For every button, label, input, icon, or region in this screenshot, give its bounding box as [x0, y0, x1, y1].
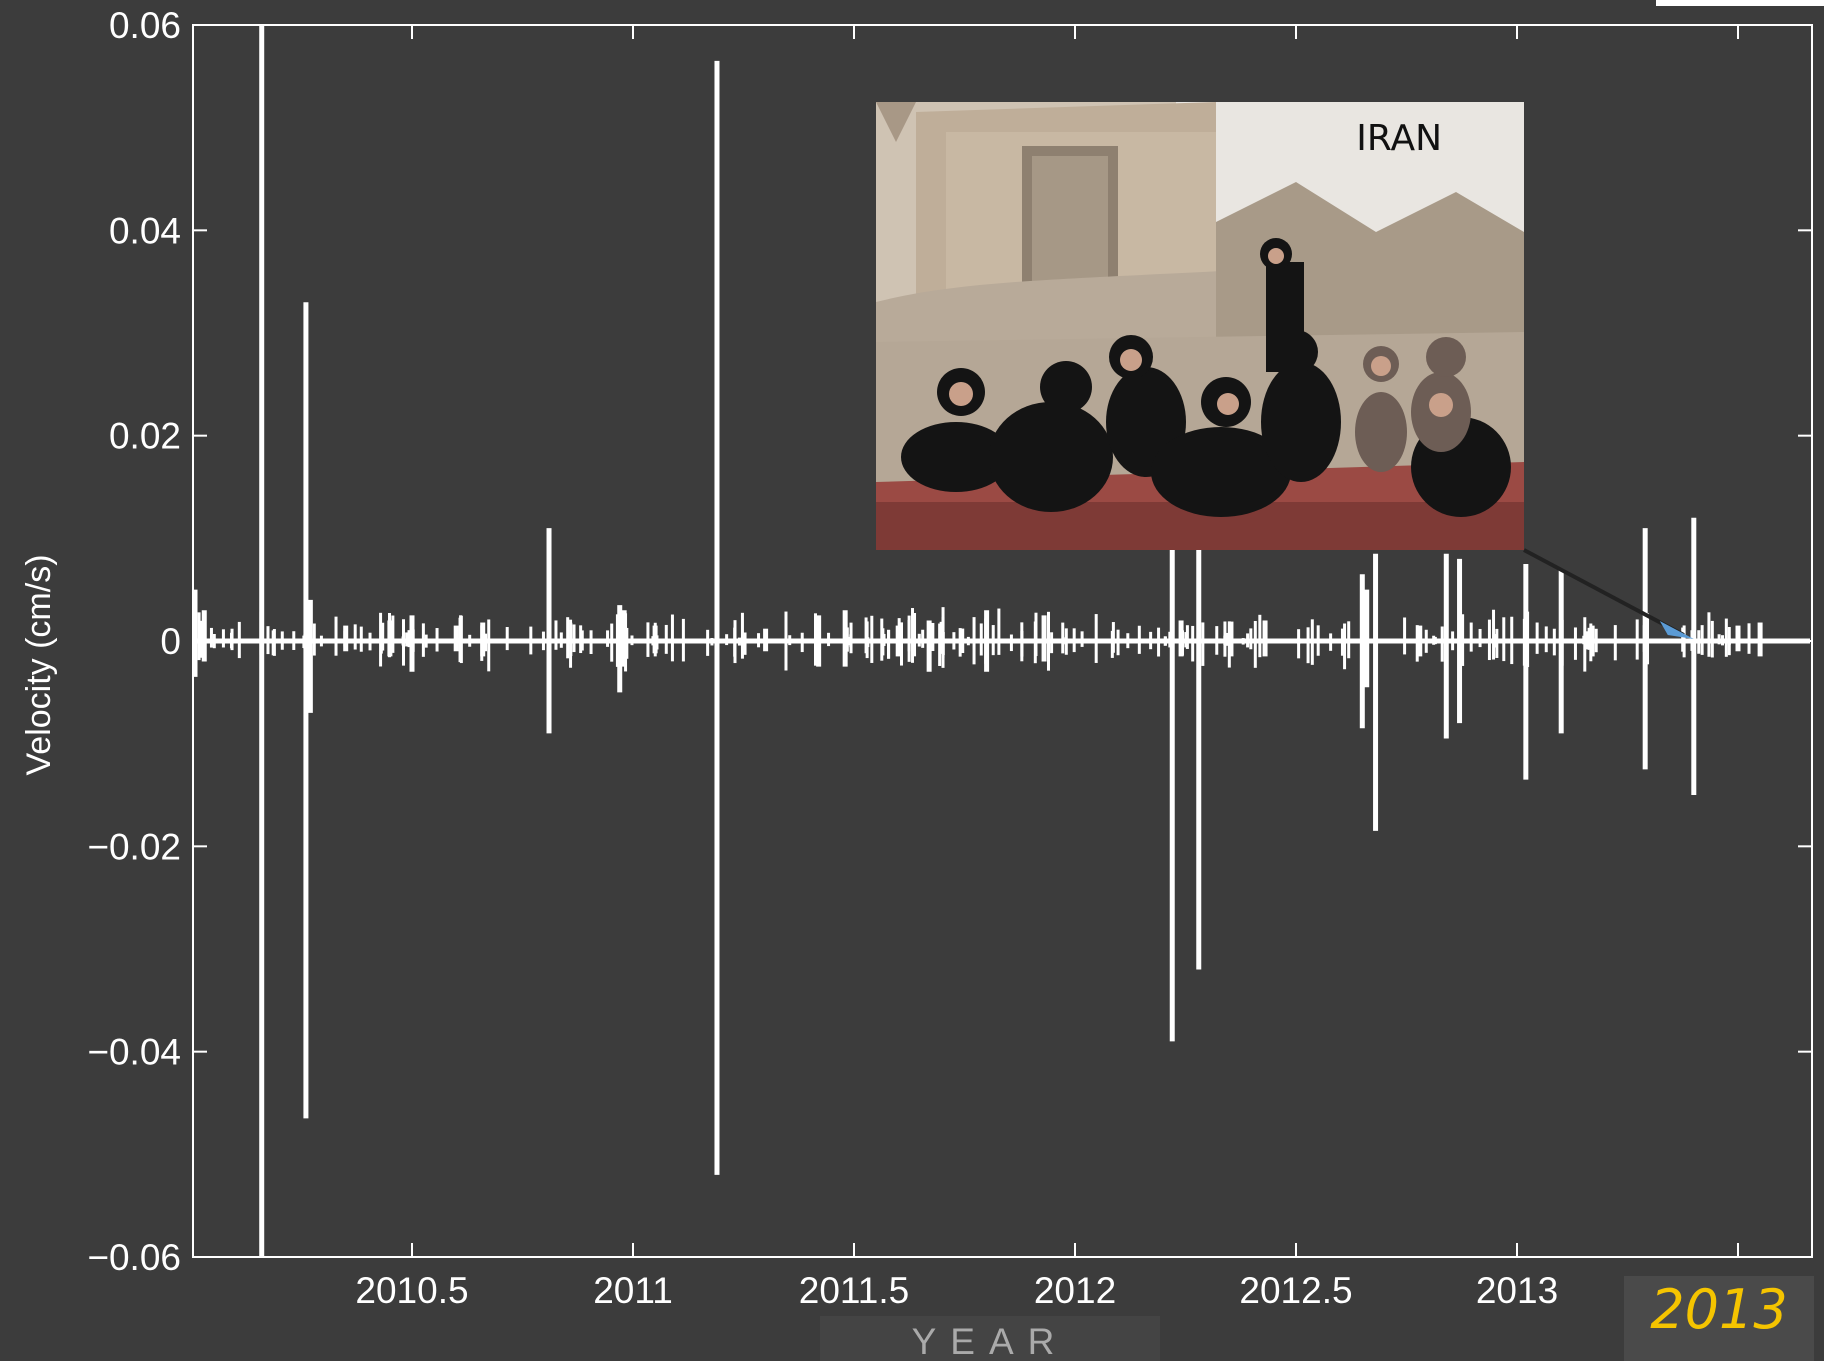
y-tick-label: −0.04	[87, 1032, 181, 1073]
year-badge: 2013	[1650, 1278, 1788, 1341]
velocity-series	[192, 25, 1810, 1257]
photo-illustration	[876, 102, 1524, 550]
axes: 2010.5 2011 2011.5 2012 2012.5 2013 0.06 0.04 0.…	[87, 5, 1813, 1311]
y-tick-label: 0.04	[109, 210, 181, 251]
inset-pointer	[1523, 548, 1694, 639]
x-tick-label: 2012.5	[1239, 1270, 1352, 1311]
pointer-line	[1523, 548, 1685, 637]
y-axis-title: Velocity (cm/s)	[20, 554, 58, 775]
y-tick-label: −0.02	[87, 826, 181, 867]
x-tick-label: 2010.5	[355, 1270, 468, 1311]
y-tick-label: −0.06	[87, 1237, 181, 1278]
pointer-arrowhead	[1659, 621, 1694, 639]
corner-logo	[1656, 0, 1824, 6]
y-tick-label: 0.06	[109, 5, 181, 46]
inset-country-label: IRAN	[1356, 118, 1442, 159]
y-tick-label: 0.02	[109, 416, 181, 457]
x-tick-label: 2013	[1476, 1270, 1558, 1311]
x-axis-label-band	[820, 1316, 1160, 1361]
y-tick-label: 0	[160, 621, 181, 662]
x-tick-label: 2011.5	[799, 1270, 909, 1311]
x-tick-label: 2012	[1034, 1270, 1116, 1311]
year-badge-box: 2013	[1624, 1276, 1814, 1361]
iran-photo-inset: IRAN	[876, 102, 1524, 550]
x-tick-label: 2011	[593, 1270, 673, 1311]
